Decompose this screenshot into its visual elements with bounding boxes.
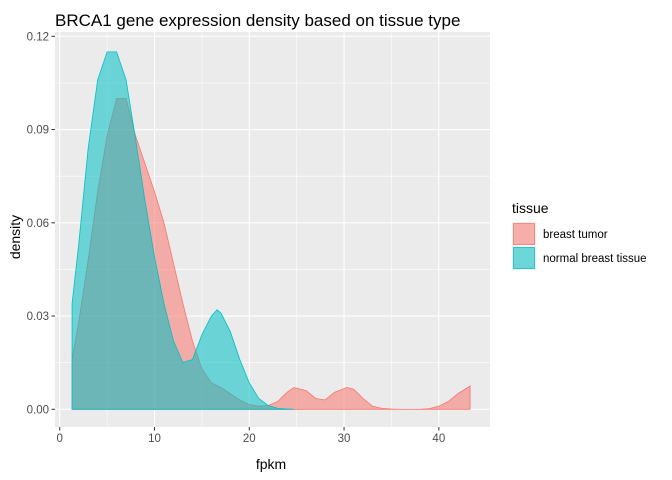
chart-title: BRCA1 gene expression density based on t… — [55, 11, 460, 30]
legend-swatch-breast-tumor — [513, 223, 535, 245]
y-tick-label: 0.06 — [27, 218, 49, 230]
x-tick-label: 20 — [243, 433, 256, 445]
legend-swatch-normal-breast-tissue — [513, 247, 535, 269]
y-tick-label: 0.09 — [27, 125, 49, 137]
legend-title: tissue — [512, 200, 549, 216]
legend-label-breast-tumor: breast tumor — [543, 229, 608, 241]
x-tick-label: 0 — [57, 433, 63, 445]
y-tick-label: 0.03 — [27, 311, 49, 323]
legend: tissue breast tumor normal breast tissue — [512, 200, 647, 270]
x-tick-label: 10 — [148, 433, 161, 445]
density-area-normal-breast-tissue — [71, 51, 294, 410]
legend-label-normal-breast-tissue: normal breast tissue — [543, 253, 647, 265]
plot-area: 0 10 20 30 40 0.00 0.03 0.06 0.09 0.12 — [27, 31, 490, 445]
y-tick-label: 0.12 — [27, 31, 49, 43]
x-tick-label: 30 — [338, 433, 351, 445]
y-tick-label: 0.00 — [27, 404, 49, 416]
x-axis-title: fpkm — [256, 456, 286, 472]
y-axis-title: density — [7, 215, 23, 259]
x-tick-label: 40 — [432, 433, 445, 445]
